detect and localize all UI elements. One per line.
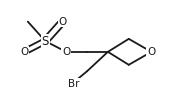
Text: O: O (20, 47, 29, 57)
Text: O: O (147, 47, 156, 57)
Text: O: O (58, 17, 67, 27)
Text: Br: Br (68, 79, 79, 89)
Text: O: O (62, 47, 70, 57)
Text: S: S (42, 35, 49, 48)
